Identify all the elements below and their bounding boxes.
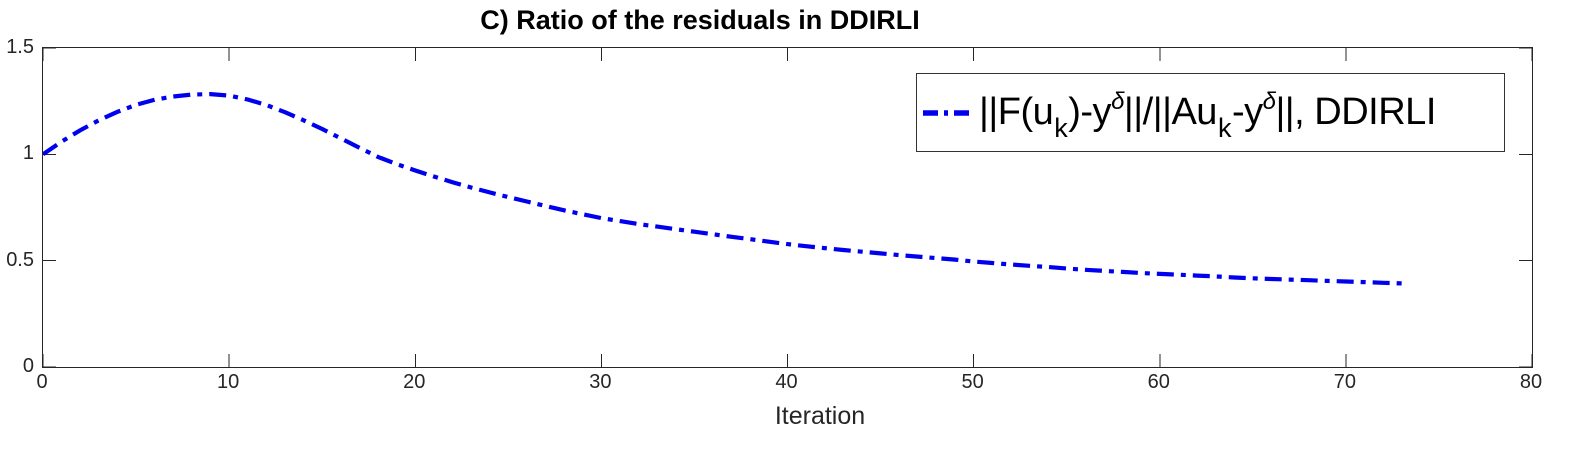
chart-title: C) Ratio of the residuals in DDIRLI (480, 5, 920, 35)
legend-superscript-delta: δ (1111, 88, 1124, 115)
x-tick-label: 60 (1147, 371, 1170, 393)
y-tick-label: 0 (22, 355, 34, 377)
legend-label-part: ||F(u (979, 91, 1054, 133)
legend-label-part: -y (1231, 91, 1263, 133)
x-tick-label: 20 (403, 371, 426, 393)
legend-superscript-delta: δ (1262, 88, 1276, 115)
legend-subscript-k: k (1217, 113, 1232, 143)
x-tick-label: 80 (1519, 371, 1543, 393)
x-tick-label: 10 (217, 371, 240, 393)
legend-label-part: ||, DDIRLI (1275, 91, 1436, 133)
x-tick-label: 40 (775, 371, 798, 393)
y-tick-label: 0.5 (6, 248, 34, 271)
x-tick-label: 0 (36, 371, 48, 393)
plot-svg (43, 48, 1532, 367)
legend-label: ||F(uk)-yδ||/||Auk-yδ||, DDIRLI (979, 73, 1436, 152)
y-tick-label: 1 (22, 142, 34, 165)
x-tick-label: 30 (589, 371, 612, 393)
legend-line-sample-icon (923, 109, 975, 116)
legend[interactable]: ||F(uk)-yδ||/||Auk-yδ||, DDIRLI (916, 73, 1505, 152)
legend-subscript-k: k (1054, 113, 1068, 143)
x-tick-label: 70 (1333, 371, 1356, 393)
x-tick-label: 50 (961, 371, 984, 393)
x-axis-label: Iteration (774, 402, 866, 430)
legend-label-part: ||/||Au (1123, 91, 1218, 133)
y-tick-label: 1.5 (6, 36, 34, 58)
axis-ticks (43, 48, 1532, 367)
series-line-ddirli (43, 92, 1402, 286)
legend-label-part: )-y (1068, 91, 1112, 133)
